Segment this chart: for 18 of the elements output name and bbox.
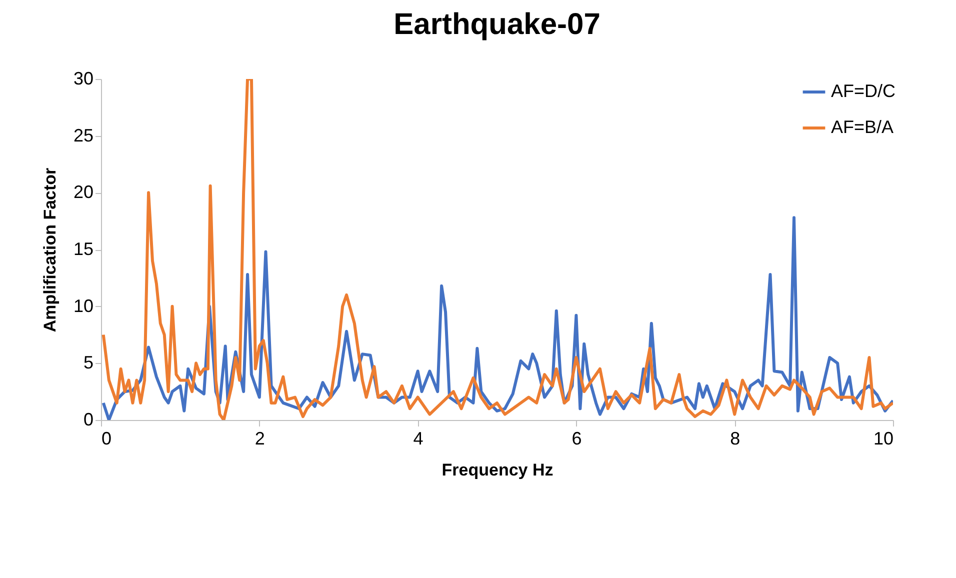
y-tick-label: 25 (73, 125, 94, 146)
y-tick-label: 20 (73, 182, 94, 202)
y-tick-label: 10 (73, 296, 94, 316)
x-tick-label: 6 (572, 428, 582, 448)
y-axis-title: Amplification Factor (40, 167, 60, 332)
y-tick-label: 30 (73, 68, 94, 88)
x-axis-title: Frequency Hz (442, 460, 554, 480)
chart-title: Earthquake-07 (394, 8, 600, 41)
x-tick-label: 4 (413, 428, 424, 448)
x-tick-label: 8 (730, 428, 740, 448)
y-tick-label: 5 (83, 352, 94, 373)
legend-label: AF=B/A (831, 117, 894, 137)
y-tick-label: 15 (73, 239, 94, 259)
legend-label: AF=D/C (831, 81, 896, 101)
x-tick-label: 0 (102, 428, 112, 448)
x-tick-label: 2 (254, 428, 265, 448)
y-tick-label: 0 (83, 410, 94, 430)
x-tick-label: 10 (873, 428, 894, 448)
